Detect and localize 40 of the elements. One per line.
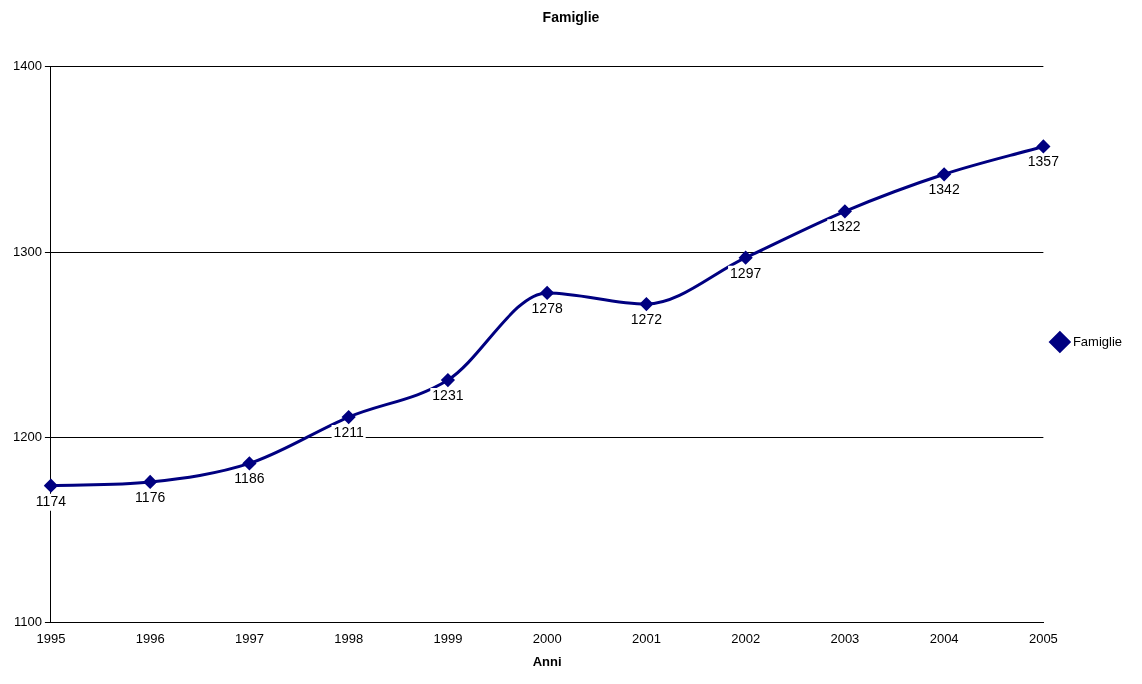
- y-tick-label: 1300: [13, 243, 42, 259]
- x-tick-label: 1999: [433, 631, 463, 647]
- point: [540, 286, 554, 300]
- x-tick-label: 2005: [1028, 631, 1058, 647]
- x-tick-label: 1995: [36, 631, 66, 647]
- point: [838, 204, 852, 218]
- y-tick-label: 1200: [13, 429, 42, 445]
- x-tick-label: 2004: [929, 631, 959, 647]
- chart-title: Famiglie: [542, 9, 600, 26]
- point: [1036, 139, 1050, 153]
- x-tick-label: 2000: [532, 631, 562, 647]
- data-label: 1186: [234, 470, 265, 487]
- data-label: 1174: [35, 492, 67, 509]
- point: [242, 456, 256, 470]
- point: [739, 251, 753, 265]
- x-tick-label: 2003: [830, 631, 860, 647]
- data-label: 1322: [829, 218, 861, 235]
- y-tick-label: 1400: [13, 58, 42, 74]
- x-axis-title: Anni: [532, 653, 562, 669]
- point: [44, 479, 58, 493]
- x-tick-label: 1996: [135, 631, 165, 647]
- data-label: 1176: [135, 488, 166, 505]
- point: [342, 410, 356, 424]
- point: [143, 475, 157, 489]
- x-tick-label: 1997: [234, 631, 264, 647]
- y-tick-label: 1100: [13, 614, 42, 630]
- x-tick-label: 2001: [631, 631, 661, 647]
- legend-label: Famiglie: [1072, 333, 1122, 349]
- x-tick-label: 1998: [334, 631, 364, 647]
- data-label: 1272: [630, 310, 663, 327]
- point: [441, 373, 455, 387]
- x-tick-label: 2002: [731, 631, 761, 647]
- point: [639, 297, 653, 311]
- data-label: 1297: [730, 264, 762, 281]
- data-label: 1357: [1027, 153, 1060, 170]
- data-label: 1342: [928, 181, 960, 198]
- point: [937, 167, 951, 181]
- data-label: 1231: [432, 386, 464, 403]
- data-label: 1211: [333, 423, 364, 440]
- data-label: 1278: [531, 299, 563, 316]
